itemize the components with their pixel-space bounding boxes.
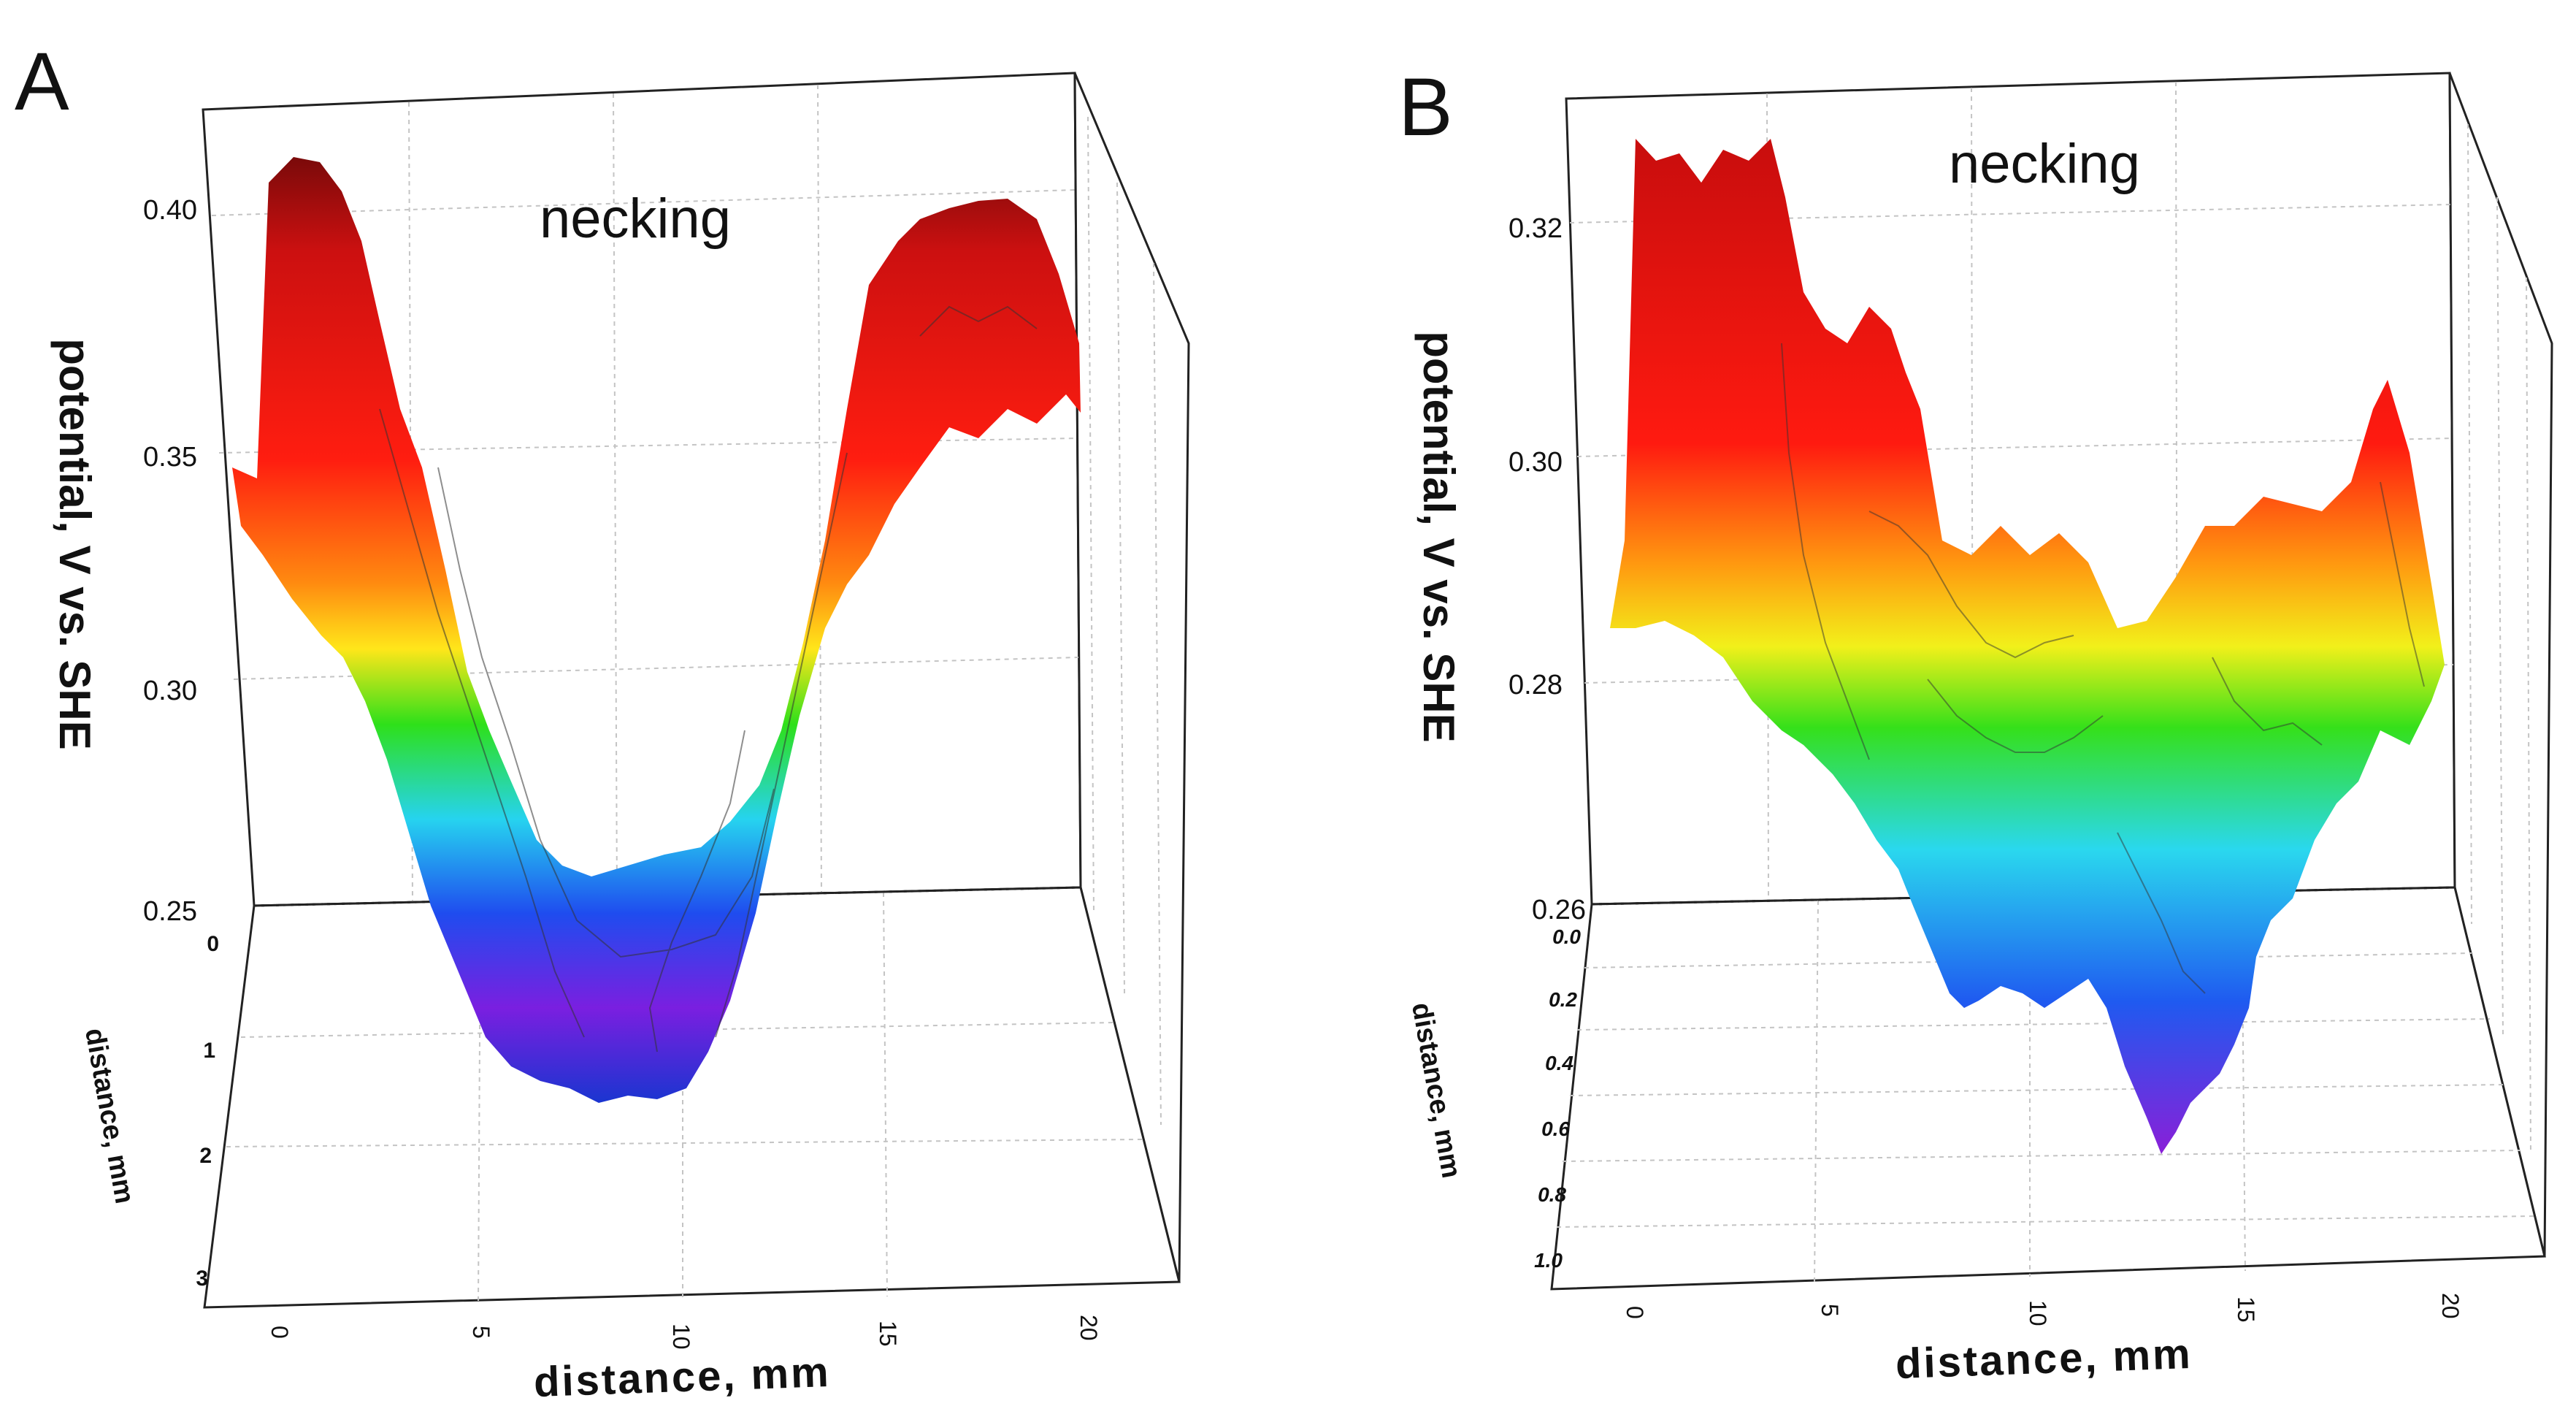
panel-a-y-tick: 0 (207, 932, 219, 956)
panel-b-label: B (1398, 61, 1453, 153)
panel-b-y-tick: 0.6 (1541, 1118, 1570, 1140)
panel-b: B 0.26 0.28 0.3 (1398, 61, 2553, 1388)
panel-b-y-tick: 0.0 (1552, 925, 1581, 948)
panel-a-annotation: necking (540, 188, 731, 250)
panel-b-x-tick: 0 (1622, 1306, 1648, 1319)
panel-a-z-ticks: 0.25 0.30 0.35 0.40 (143, 195, 197, 927)
panel-a-xlabel: distance, mm (533, 1348, 832, 1406)
panel-b-surface (1610, 139, 2445, 1154)
panel-b-x-tick: 20 (2437, 1293, 2464, 1319)
panel-b-y-tick: 1.0 (1534, 1249, 1563, 1272)
panel-a-y-tick: 1 (203, 1039, 215, 1063)
panel-a-y-tick: 3 (196, 1267, 208, 1291)
panel-b-z-tick: 0.26 (1532, 895, 1586, 925)
panel-a-floor-grid (226, 892, 1143, 1304)
panel-b-y-tick: 0.8 (1538, 1183, 1566, 1206)
panel-a-x-tick: 15 (875, 1321, 901, 1347)
panel-b-xlabel: distance, mm (1895, 1330, 2193, 1388)
panel-b-y-ticks: 0.0 0.2 0.4 0.6 0.8 1.0 (1534, 925, 1581, 1272)
panel-a-baseline (253, 886, 1081, 907)
panel-b-x-tick: 10 (2025, 1300, 2051, 1326)
panel-a-x-tick: 20 (1076, 1315, 1102, 1341)
panel-a-zlabel: potential, V vs. SHE (50, 338, 99, 749)
panel-a-x-tick: 10 (668, 1323, 694, 1350)
panel-b-z-tick: 0.30 (1509, 447, 1563, 478)
panel-a-z-tick: 0.25 (143, 896, 197, 927)
panel-a-floor (203, 886, 1181, 1309)
panel-b-z-tick: 0.32 (1509, 213, 1563, 244)
panel-a-x-tick: 0 (267, 1326, 293, 1339)
panel-a-x-tick: 5 (468, 1326, 494, 1339)
panel-b-x-ticks: 0 5 10 15 20 (1622, 1293, 2464, 1326)
panel-a-ylabel: distance, mm (79, 1026, 140, 1206)
panel-a-surface (232, 157, 1081, 1103)
panel-b-annotation: necking (1949, 133, 2140, 195)
panel-a-z-tick: 0.30 (143, 676, 197, 706)
panel-b-ylabel: distance, mm (1406, 1001, 1467, 1180)
panel-b-z-tick: 0.28 (1509, 670, 1563, 700)
panel-b-contours (1781, 343, 2425, 994)
panel-a-z-tick: 0.35 (143, 442, 197, 473)
panel-a-contours (379, 305, 1038, 1052)
panel-b-x-tick: 15 (2233, 1296, 2259, 1323)
panel-b-z-ticks: 0.26 0.28 0.30 0.32 (1509, 213, 1586, 925)
panel-b-y-tick: 0.4 (1545, 1052, 1573, 1074)
panel-a-label: A (15, 36, 69, 127)
panel-b-zlabel: potential, V vs. SHE (1414, 331, 1463, 742)
panel-a-z-tick: 0.40 (143, 195, 197, 226)
panel-a: A 0.25 0.30 0.35 0.40 (15, 36, 1190, 1406)
panel-a-y-ticks: 0 1 2 3 (196, 932, 219, 1291)
panel-b-y-tick: 0.2 (1549, 988, 1577, 1011)
panel-b-x-tick: 5 (1817, 1304, 1843, 1317)
panel-a-y-tick: 2 (199, 1144, 212, 1168)
panel-a-x-ticks: 0 5 10 15 20 (267, 1315, 1102, 1350)
